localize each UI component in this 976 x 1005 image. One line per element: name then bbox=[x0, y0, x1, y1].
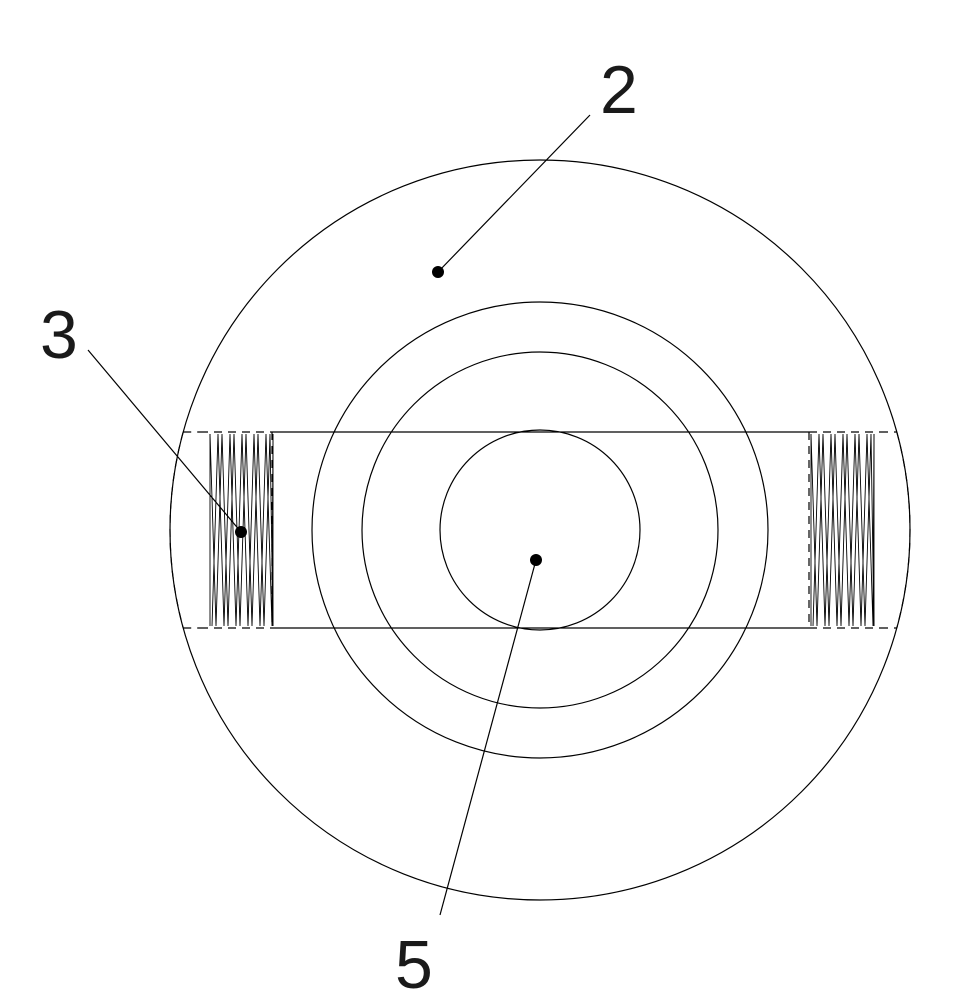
diagram-svg bbox=[0, 0, 976, 1000]
callout-label-3: 3 bbox=[40, 296, 78, 374]
callout-label-2: 2 bbox=[600, 51, 638, 129]
technical-diagram bbox=[0, 0, 976, 1000]
callout-label-5: 5 bbox=[395, 926, 433, 1004]
